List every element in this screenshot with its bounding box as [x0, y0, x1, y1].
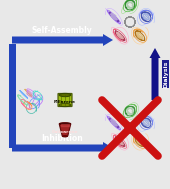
Polygon shape — [8, 44, 15, 148]
Text: Calixarene: Calixarene — [52, 130, 78, 134]
Text: Self-Assembly: Self-Assembly — [32, 26, 92, 35]
Text: Inhibition: Inhibition — [41, 134, 83, 143]
Polygon shape — [12, 142, 113, 154]
Polygon shape — [149, 48, 160, 100]
Text: Dialysis: Dialysis — [163, 60, 168, 88]
Polygon shape — [59, 124, 71, 136]
Polygon shape — [12, 34, 113, 46]
Ellipse shape — [59, 122, 71, 125]
Ellipse shape — [63, 136, 67, 137]
Text: Pillarene: Pillarene — [54, 100, 76, 104]
Ellipse shape — [59, 103, 71, 107]
Ellipse shape — [59, 93, 71, 97]
FancyBboxPatch shape — [58, 94, 72, 106]
